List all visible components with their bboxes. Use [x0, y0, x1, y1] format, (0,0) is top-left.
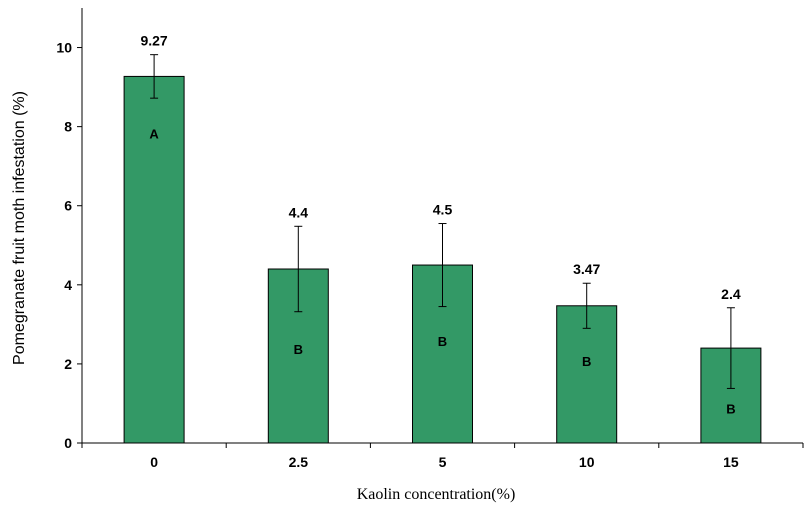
x-axis: 0 2.5 5 10 15	[81, 442, 804, 470]
group-letter: B	[294, 342, 303, 357]
data-label: 2.4	[721, 286, 741, 302]
group-letter: B	[726, 401, 735, 416]
x-axis-title: Kaolin concentration(%)	[357, 486, 516, 503]
x-tick-label: 0	[150, 454, 158, 470]
y-tick-label: 6	[64, 198, 72, 214]
y-tick-label: 8	[64, 119, 72, 135]
bars: 9.27 A 4.4 B 4.5 B 3.47 B 2.4 B	[123, 33, 762, 444]
data-label: 3.47	[573, 261, 600, 277]
y-tick-label: 10	[56, 40, 72, 56]
y-tick-label: 2	[64, 356, 72, 372]
y-tick-label: 0	[64, 435, 72, 451]
x-tick-label: 2.5	[289, 454, 309, 470]
group-letter: B	[438, 334, 447, 349]
x-tick-label: 5	[439, 454, 447, 470]
y-tick-label: 4	[64, 277, 72, 293]
y-axis-title: Pomegranate fruit moth infestation (%)	[11, 91, 28, 365]
y-axis: 0 2 4 6 8 10	[56, 8, 83, 451]
group-letter: B	[582, 354, 591, 369]
data-label: 4.5	[433, 202, 453, 218]
bar	[123, 75, 185, 444]
group-letter: A	[149, 127, 159, 142]
data-label: 4.4	[289, 204, 309, 220]
x-tick-label: 10	[579, 454, 595, 470]
data-label: 9.27	[140, 33, 167, 49]
x-tick-label: 15	[723, 454, 739, 470]
